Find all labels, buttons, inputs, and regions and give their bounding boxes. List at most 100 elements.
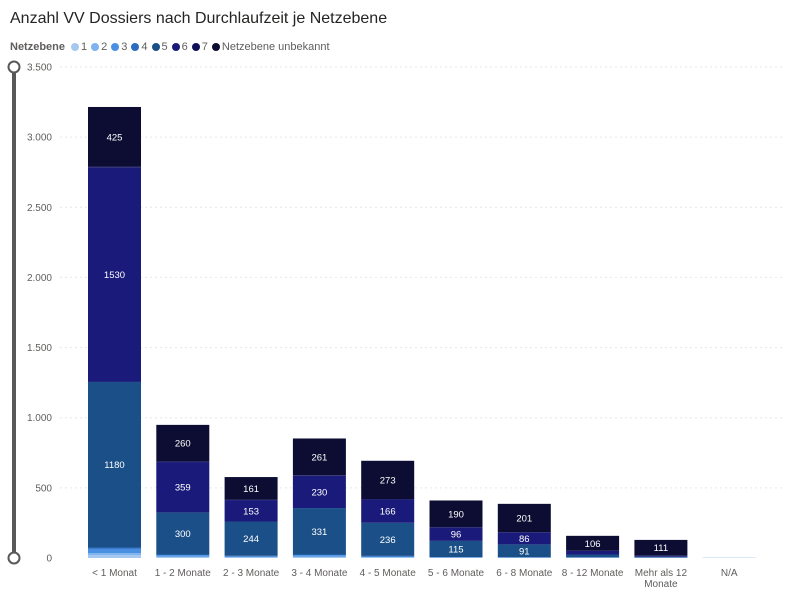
legend-label: 6 (181, 41, 188, 53)
data-label: 115 (448, 544, 463, 555)
data-label: 273 (380, 475, 396, 486)
x-tick-label: < 1 Monat (92, 568, 137, 579)
legend-label: 2 (101, 41, 108, 53)
bar-segment[interactable] (361, 460, 415, 500)
bar-segment[interactable] (292, 475, 346, 476)
bar-segment[interactable] (88, 167, 141, 382)
y-tick-label: 1.500 (27, 343, 52, 354)
legend: Netzebene 1 2 3 4 5 6 7 Netzebene unbeka… (10, 40, 334, 54)
data-label: 236 (380, 535, 396, 546)
data-label: 1180 (104, 460, 124, 471)
data-label: 86 (519, 534, 530, 545)
bar-segment[interactable] (156, 555, 210, 557)
bar-segment[interactable] (88, 548, 141, 554)
bar-segment[interactable] (292, 557, 346, 558)
bar-segment[interactable] (88, 547, 141, 549)
bar-segment[interactable] (292, 556, 346, 558)
bar-segment[interactable] (292, 475, 346, 509)
bar-segment[interactable] (361, 555, 415, 557)
bar-segment[interactable] (292, 555, 346, 557)
bar-segment[interactable] (497, 503, 551, 533)
data-label: 359 (175, 483, 191, 494)
y-tick-label: 0 (46, 554, 52, 565)
legend-dot-icon (151, 43, 160, 51)
bar-segment[interactable] (429, 540, 483, 558)
legend-item-6[interactable]: 6 (171, 41, 188, 53)
x-tick-label: 1 - 2 Monate (155, 568, 212, 579)
bar-segment[interactable] (361, 499, 415, 523)
legend-item-1[interactable]: 1 (71, 41, 87, 53)
bar-segment[interactable] (566, 535, 620, 551)
legend-item-7[interactable]: 7 (191, 41, 208, 53)
bar-segment[interactable] (634, 539, 688, 556)
range-slider-bottom-handle[interactable] (7, 551, 21, 565)
legend-item-3[interactable]: 3 (111, 41, 127, 53)
data-label: 190 (448, 509, 464, 520)
bar-segment[interactable] (156, 557, 210, 558)
data-label: 111 (654, 543, 668, 554)
bar-segment[interactable] (292, 438, 346, 476)
y-tick-label: 1.000 (27, 413, 52, 424)
bar-segment[interactable] (224, 556, 278, 558)
legend-item-5[interactable]: 5 (151, 41, 168, 53)
x-tick-label: 5 - 6 Monate (428, 568, 485, 579)
legend-label: 7 (201, 41, 208, 53)
data-label: 1530 (104, 270, 125, 281)
x-tick-label: Monate (644, 579, 678, 590)
bar-segment[interactable] (88, 106, 141, 167)
legend-label: 5 (161, 41, 168, 53)
data-label: 260 (175, 439, 191, 450)
legend-title: Netzebene (10, 41, 66, 53)
bar-segment[interactable] (88, 166, 141, 168)
x-tick-label: 2 - 3 Monate (223, 568, 280, 579)
bar-segment[interactable] (429, 527, 483, 541)
legend-dot-icon (171, 43, 180, 51)
data-label: 166 (380, 507, 396, 518)
legend-item-4[interactable]: 4 (131, 41, 148, 53)
bar-segment[interactable] (156, 512, 210, 555)
bar-segment[interactable] (497, 544, 551, 558)
bar-segment[interactable] (292, 554, 346, 556)
bar-segment[interactable] (566, 554, 620, 558)
data-label: 91 (519, 546, 530, 557)
bar-segment[interactable] (156, 554, 210, 556)
y-tick-label: 3.500 (27, 63, 52, 74)
bar-segment[interactable] (88, 381, 141, 548)
legend-dot-icon (131, 43, 140, 51)
data-label: 106 (585, 539, 601, 550)
data-label: 201 (516, 513, 532, 524)
bar-segment[interactable] (566, 550, 620, 555)
y-tick-label: 2.500 (27, 203, 52, 214)
bar-segment[interactable] (88, 555, 141, 558)
legend-label: 1 (81, 41, 88, 53)
bar-segment[interactable] (156, 462, 210, 513)
bar-segment[interactable] (224, 500, 278, 522)
chart-title: Anzahl VV Dossiers nach Durchlaufzeit je… (10, 10, 388, 27)
legend-item-2[interactable]: 2 (91, 41, 107, 53)
bar-segment[interactable] (429, 500, 483, 528)
bar-segment[interactable] (634, 555, 688, 557)
bar-segment[interactable] (361, 522, 415, 556)
legend-dot-icon (91, 43, 100, 51)
bar-segment[interactable] (634, 556, 688, 558)
legend-dot-icon (71, 43, 80, 51)
x-tick-label: 3 - 4 Monate (291, 568, 348, 579)
x-tick-label: 4 - 5 Monate (360, 568, 417, 579)
data-label: 96 (451, 530, 462, 541)
bar-segment[interactable] (156, 424, 210, 462)
x-tick-label: 6 - 8 Monate (496, 568, 553, 579)
legend-item-unbekannt[interactable]: Netzebene unbekannt (211, 41, 330, 53)
bar-segment[interactable] (156, 461, 210, 463)
bar-segment[interactable] (224, 477, 278, 500)
bar-segment[interactable] (361, 556, 415, 558)
legend-dot-icon (211, 43, 220, 51)
bar-segment[interactable] (224, 555, 278, 557)
bar-segment[interactable] (88, 553, 141, 556)
range-slider-top-handle[interactable] (7, 60, 21, 74)
bar-segment[interactable] (292, 508, 346, 555)
y-tick-label: 500 (35, 483, 52, 494)
bar-segment[interactable] (224, 521, 278, 556)
bar-segment[interactable] (497, 532, 551, 545)
bar-segment[interactable] (156, 556, 210, 558)
